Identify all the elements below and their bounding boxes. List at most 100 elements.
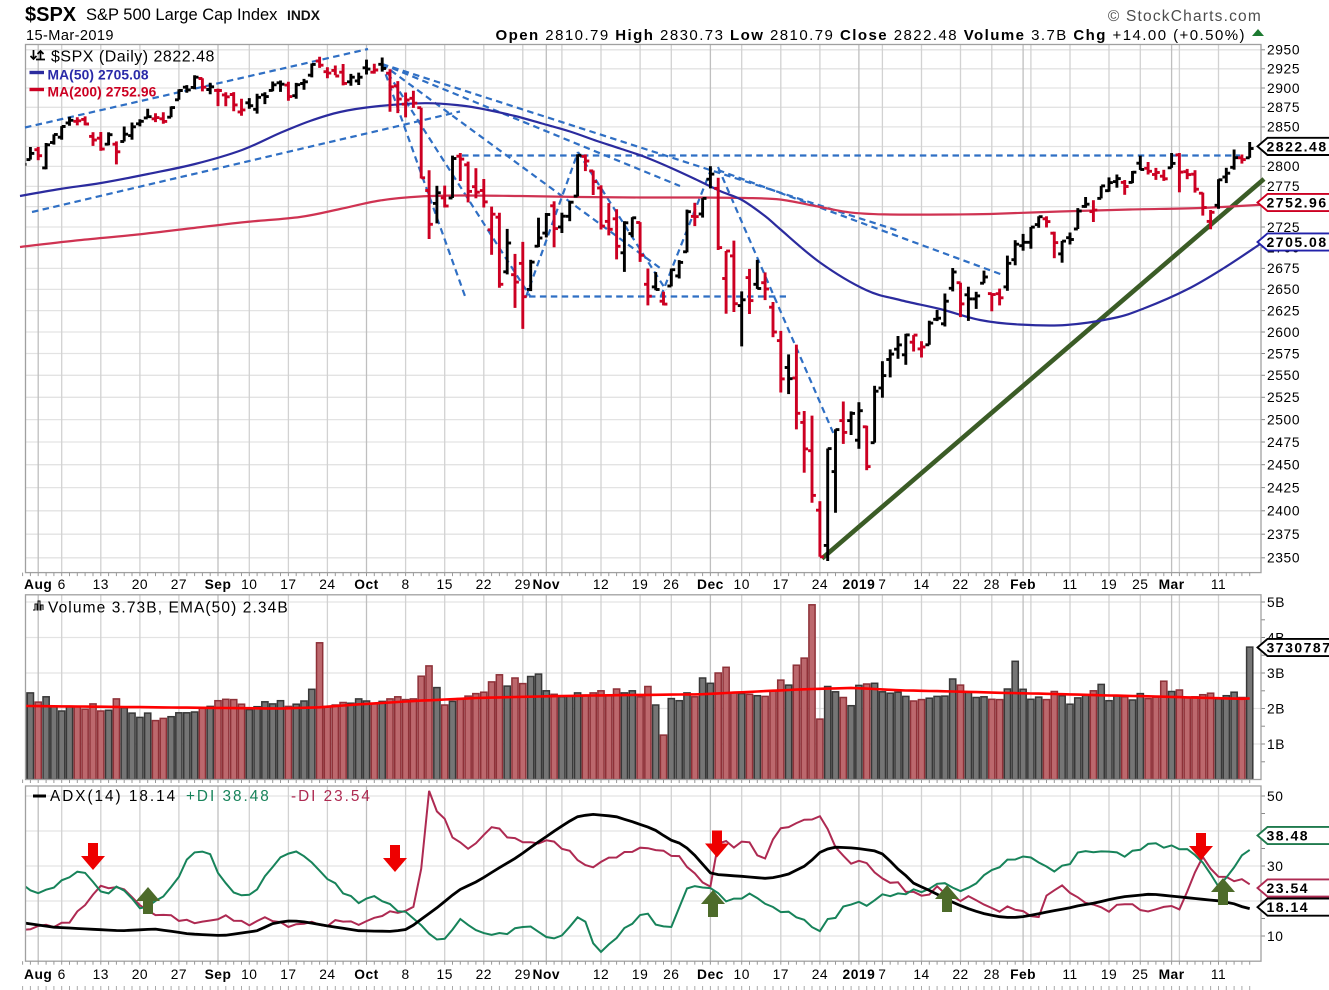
svg-text:20: 20 xyxy=(132,577,148,592)
svg-text:-DI 23.54: -DI 23.54 xyxy=(291,788,372,805)
svg-text:29: 29 xyxy=(515,577,531,592)
svg-text:15: 15 xyxy=(437,577,453,592)
svg-text:2575: 2575 xyxy=(1267,346,1300,361)
svg-text:Volume 3.73B, EMA(50) 2.34B: Volume 3.73B, EMA(50) 2.34B xyxy=(48,600,289,617)
svg-text:2625: 2625 xyxy=(1267,303,1300,318)
svg-text:6: 6 xyxy=(58,577,66,592)
svg-text:Nov: Nov xyxy=(533,967,561,982)
svg-text:2375: 2375 xyxy=(1267,527,1300,542)
svg-text:2600: 2600 xyxy=(1267,325,1300,340)
svg-text:20: 20 xyxy=(132,967,148,982)
svg-text:18.14: 18.14 xyxy=(1267,899,1310,915)
svg-text:10: 10 xyxy=(1267,929,1284,944)
svg-text:2725: 2725 xyxy=(1267,220,1300,235)
svg-text:26: 26 xyxy=(663,967,679,982)
svg-text:2B: 2B xyxy=(1267,701,1285,716)
svg-text:2900: 2900 xyxy=(1267,81,1300,96)
svg-text:2800: 2800 xyxy=(1267,159,1300,174)
svg-text:2950: 2950 xyxy=(1267,43,1300,58)
svg-text:Aug: Aug xyxy=(24,967,52,982)
svg-text:© StockCharts.com: © StockCharts.com xyxy=(1108,8,1262,25)
svg-text:13: 13 xyxy=(93,577,109,592)
svg-text:10: 10 xyxy=(241,577,257,592)
svg-text:11: 11 xyxy=(1211,967,1226,982)
svg-text:2019: 2019 xyxy=(843,967,876,982)
svg-text:Oct: Oct xyxy=(354,577,379,592)
svg-text:2525: 2525 xyxy=(1267,390,1300,405)
svg-text:Feb: Feb xyxy=(1010,577,1036,592)
svg-text:2019: 2019 xyxy=(843,577,876,592)
svg-text:2400: 2400 xyxy=(1267,504,1300,519)
svg-text:27: 27 xyxy=(171,577,187,592)
svg-text:19: 19 xyxy=(632,967,648,982)
svg-text:3730787: 3730787 xyxy=(1267,640,1329,656)
svg-text:22: 22 xyxy=(952,577,968,592)
svg-text:8: 8 xyxy=(402,577,410,592)
svg-text:2850: 2850 xyxy=(1267,120,1300,135)
svg-text:2550: 2550 xyxy=(1267,368,1300,383)
svg-text:7: 7 xyxy=(878,577,886,592)
svg-text:Open 2810.79 High 2830.73 Low: Open 2810.79 High 2830.73 Low 2810.79 Cl… xyxy=(496,27,1246,44)
svg-text:14: 14 xyxy=(913,967,929,982)
svg-text:22: 22 xyxy=(952,967,968,982)
svg-text:17: 17 xyxy=(280,967,296,982)
svg-text:24: 24 xyxy=(812,577,828,592)
svg-text:2500: 2500 xyxy=(1267,412,1300,427)
svg-text:13: 13 xyxy=(93,967,109,982)
svg-text:17: 17 xyxy=(280,577,296,592)
svg-text:S&P 500 Large Cap Index: S&P 500 Large Cap Index xyxy=(86,6,278,24)
svg-text:11: 11 xyxy=(1211,577,1226,592)
svg-text:ADX(14) 18.14: ADX(14) 18.14 xyxy=(50,788,177,805)
svg-text:2650: 2650 xyxy=(1267,282,1300,297)
svg-text:MA(200) 2752.96: MA(200) 2752.96 xyxy=(48,85,157,100)
svg-text:2752.96: 2752.96 xyxy=(1267,195,1328,211)
svg-text:+DI 38.48: +DI 38.48 xyxy=(186,788,271,805)
svg-text:25: 25 xyxy=(1132,577,1148,592)
svg-text:8: 8 xyxy=(402,967,410,982)
svg-text:22: 22 xyxy=(476,967,492,982)
svg-text:26: 26 xyxy=(663,577,679,592)
svg-text:2875: 2875 xyxy=(1267,100,1300,115)
svg-text:Sep: Sep xyxy=(205,577,232,592)
svg-text:Mar: Mar xyxy=(1159,577,1185,592)
svg-text:Dec: Dec xyxy=(697,577,724,592)
svg-text:2450: 2450 xyxy=(1267,458,1300,473)
svg-text:Mar: Mar xyxy=(1159,967,1185,982)
svg-text:15: 15 xyxy=(437,967,453,982)
svg-text:2775: 2775 xyxy=(1267,179,1300,194)
svg-text:Feb: Feb xyxy=(1010,967,1036,982)
svg-text:24: 24 xyxy=(812,967,828,982)
svg-text:$SPX (Daily) 2822.48: $SPX (Daily) 2822.48 xyxy=(51,49,215,66)
svg-text:15-Mar-2019: 15-Mar-2019 xyxy=(26,28,114,44)
svg-text:50: 50 xyxy=(1267,789,1284,804)
svg-text:29: 29 xyxy=(515,967,531,982)
svg-text:17: 17 xyxy=(773,577,789,592)
svg-text:24: 24 xyxy=(319,967,335,982)
svg-text:22: 22 xyxy=(476,577,492,592)
svg-text:10: 10 xyxy=(734,967,750,982)
svg-text:17: 17 xyxy=(773,967,789,982)
svg-text:2822.48: 2822.48 xyxy=(1267,138,1328,154)
svg-text:28: 28 xyxy=(984,577,1000,592)
svg-text:38.48: 38.48 xyxy=(1267,828,1310,844)
svg-text:2925: 2925 xyxy=(1267,62,1300,77)
svg-text:23.54: 23.54 xyxy=(1267,880,1310,896)
svg-text:25: 25 xyxy=(1132,967,1148,982)
svg-text:Dec: Dec xyxy=(697,967,724,982)
svg-text:7: 7 xyxy=(878,967,886,982)
svg-text:2705.08: 2705.08 xyxy=(1267,234,1328,250)
svg-text:MA(50) 2705.08: MA(50) 2705.08 xyxy=(48,68,149,83)
svg-text:2350: 2350 xyxy=(1267,551,1300,566)
svg-text:19: 19 xyxy=(632,577,648,592)
svg-text:12: 12 xyxy=(593,967,609,982)
svg-text:11: 11 xyxy=(1062,967,1077,982)
svg-text:14: 14 xyxy=(913,577,929,592)
svg-text:$SPX: $SPX xyxy=(25,4,77,26)
svg-text:Nov: Nov xyxy=(533,577,561,592)
svg-text:5B: 5B xyxy=(1267,595,1285,610)
svg-text:INDX: INDX xyxy=(287,8,321,23)
svg-text:Oct: Oct xyxy=(354,967,379,982)
svg-text:2675: 2675 xyxy=(1267,261,1300,276)
svg-text:30: 30 xyxy=(1267,859,1284,874)
svg-text:11: 11 xyxy=(1062,577,1077,592)
